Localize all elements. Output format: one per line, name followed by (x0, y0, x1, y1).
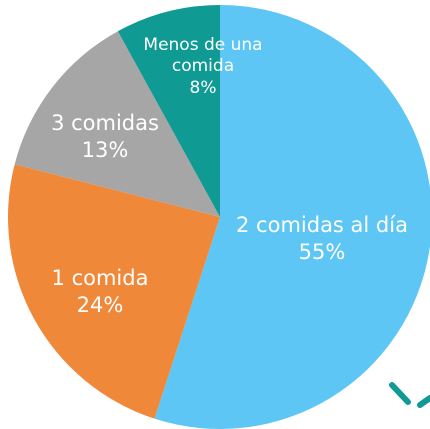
slice-label: 3 comidas 13% (25, 110, 185, 165)
slice (154, 5, 430, 429)
category-label: 2 comidas al día (236, 213, 408, 237)
value-label: 13% (81, 138, 129, 163)
category-label: 3 comidas (51, 111, 159, 135)
value-label: 8% (189, 77, 217, 98)
slice-label: 2 comidas al día 55% (177, 212, 430, 267)
category-label: 1 comida (51, 266, 149, 290)
slice-label: 1 comida 24% (20, 265, 180, 320)
slice (14, 31, 220, 217)
value-label: 55% (298, 240, 346, 265)
decoration (389, 382, 430, 408)
slice (8, 164, 221, 419)
slice-label: Menos de una comida 8% (133, 35, 273, 99)
decor-stroke (389, 382, 411, 405)
slice (117, 5, 220, 217)
decor-stroke (417, 395, 430, 408)
category-label: Menos de una comida (143, 35, 263, 77)
value-label: 24% (76, 293, 124, 318)
